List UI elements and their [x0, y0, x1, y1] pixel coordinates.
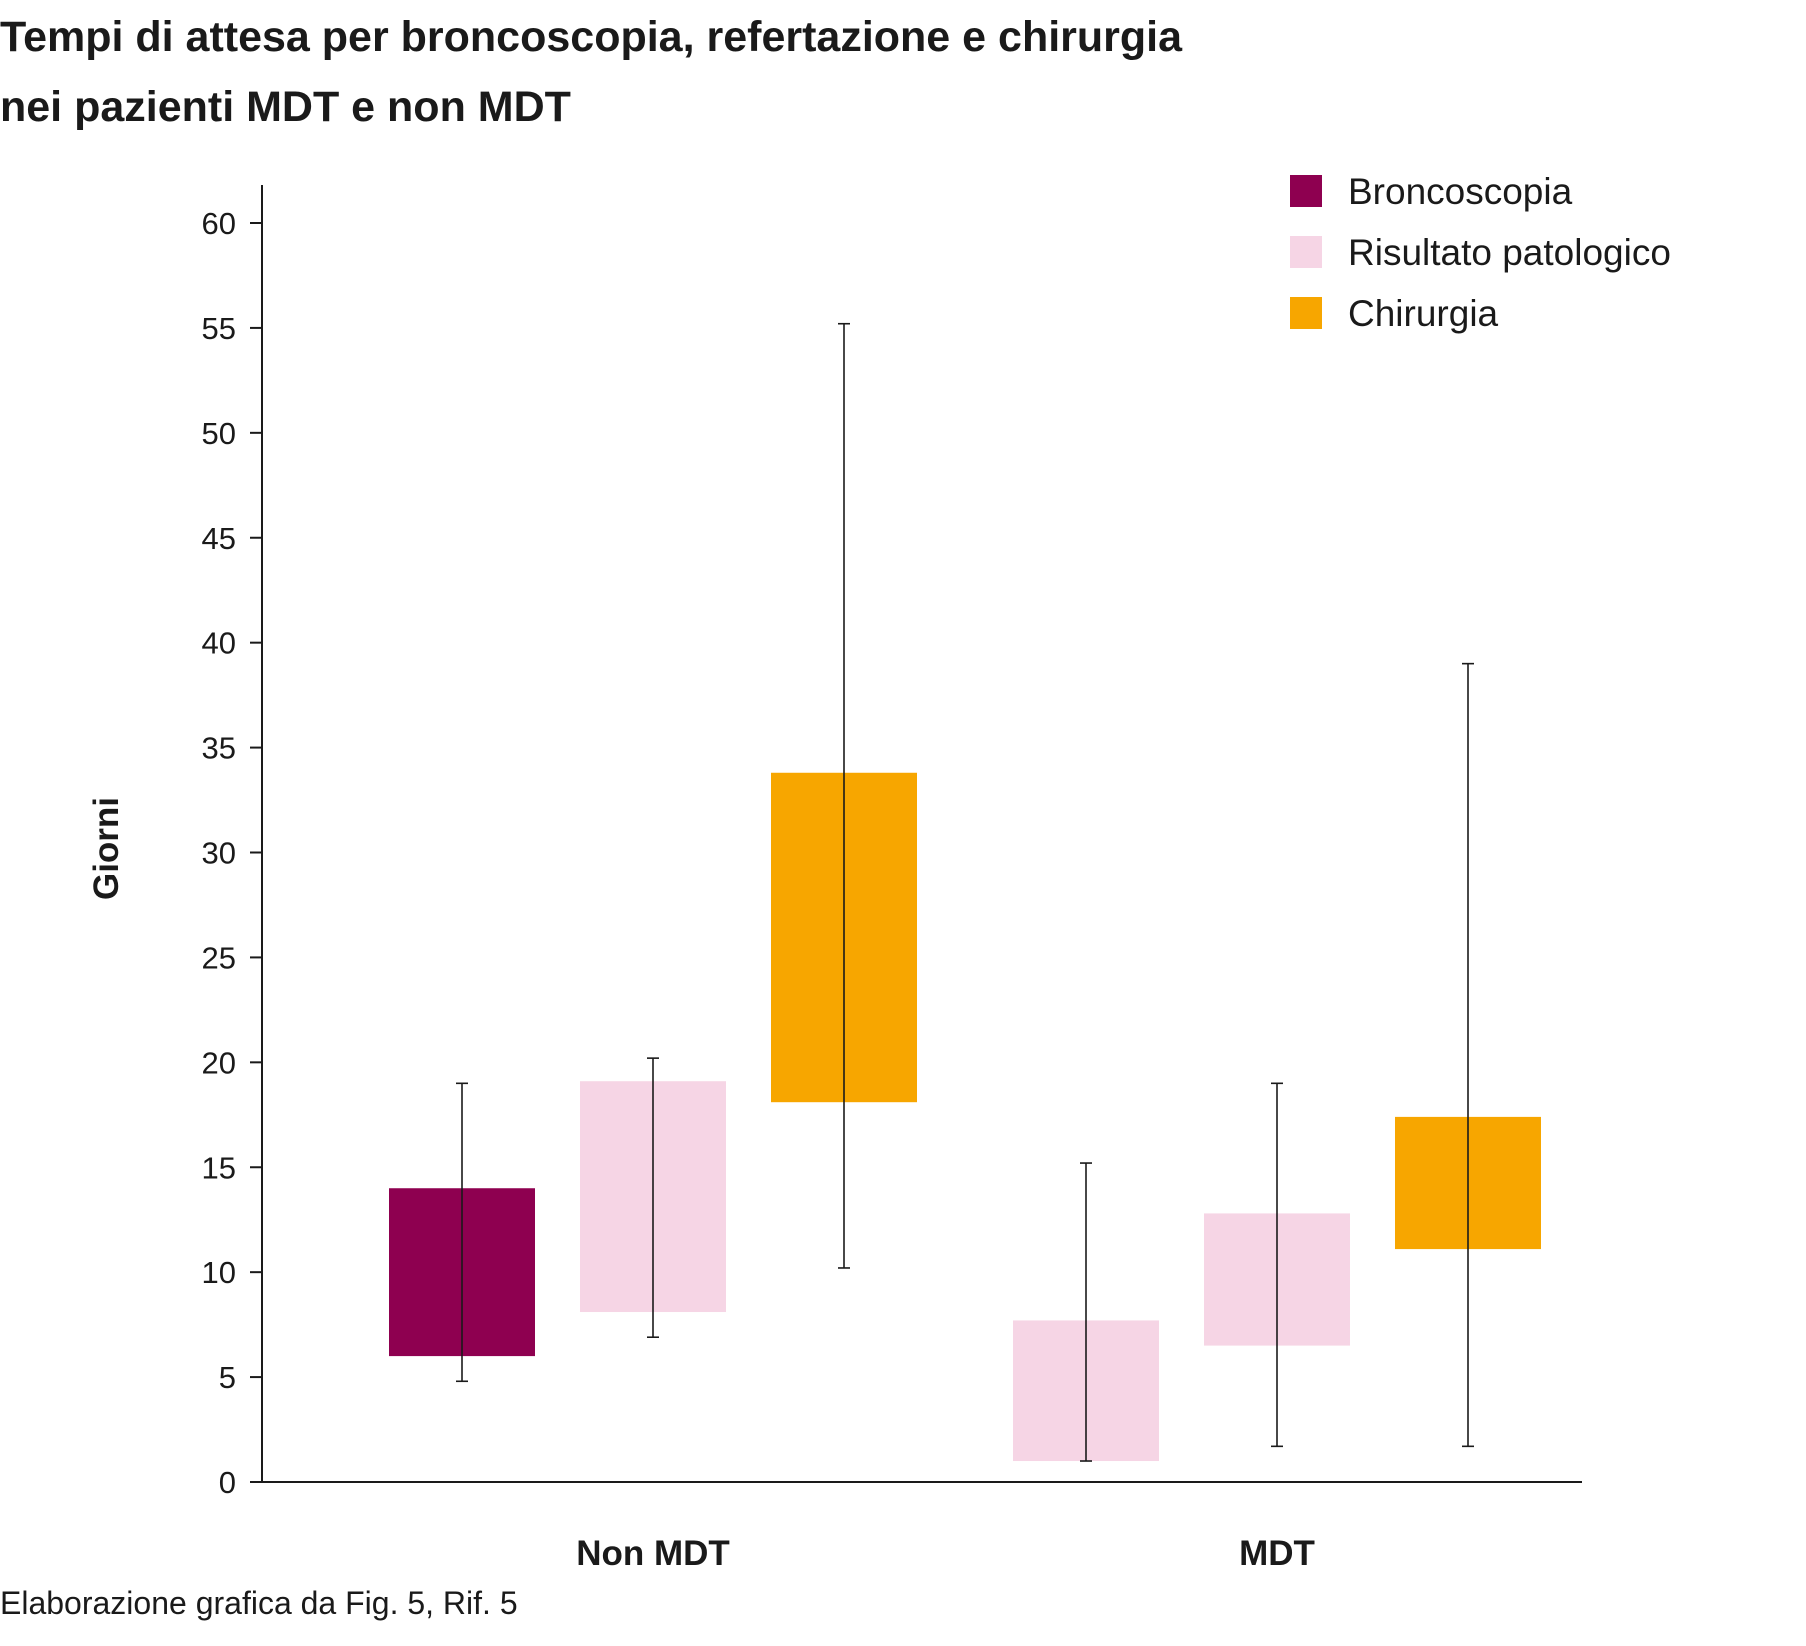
chart-title-line-1: Tempi di attesa per broncoscopia, refert… [0, 13, 1183, 61]
y-tick-label: 55 [202, 311, 236, 346]
y-axis-title: Giorni [87, 797, 126, 900]
legend-label: Chirurgia [1348, 293, 1499, 334]
y-tick-label: 0 [219, 1465, 236, 1500]
y-tick-label: 30 [202, 836, 236, 871]
x-category-label: Non MDT [576, 1534, 730, 1573]
chart-title-line-2: nei pazienti MDT e non MDT [0, 83, 571, 131]
legend-label: Risultato patologico [1348, 232, 1671, 273]
x-category-label: MDT [1239, 1534, 1315, 1573]
y-tick-label: 25 [202, 940, 236, 975]
chart-title: Tempi di attesa per broncoscopia, refert… [0, 2, 1182, 142]
y-tick-label: 20 [202, 1045, 236, 1080]
legend-swatch [1290, 297, 1322, 329]
y-tick-label: 35 [202, 731, 236, 766]
legend-label: Broncoscopia [1348, 171, 1573, 212]
y-tick-label: 40 [202, 626, 236, 661]
y-tick-label: 10 [202, 1255, 236, 1290]
y-tick-label: 5 [219, 1360, 236, 1395]
y-tick-label: 60 [202, 206, 236, 241]
y-tick-label: 15 [202, 1150, 236, 1185]
source-note: Elaborazione grafica da Fig. 5, Rif. 5 [0, 1585, 518, 1621]
y-tick-label: 50 [202, 416, 236, 451]
legend-swatch [1290, 175, 1322, 207]
legend-swatch [1290, 236, 1322, 268]
y-tick-label: 45 [202, 521, 236, 556]
